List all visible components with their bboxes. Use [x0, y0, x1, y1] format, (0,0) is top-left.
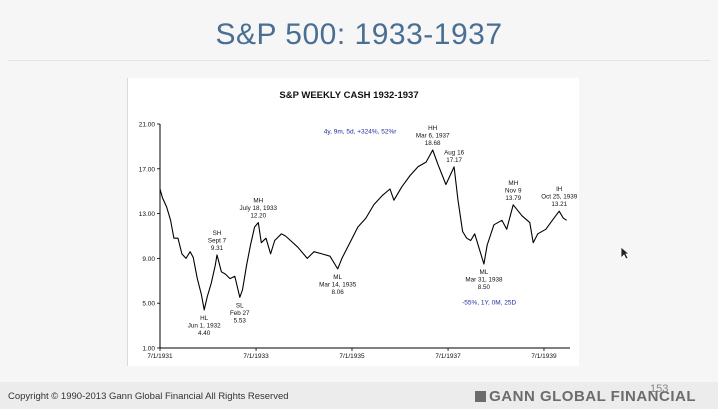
pivot-label: 17.17: [446, 157, 462, 164]
y-axis-ticks: 21.00 17.00 13.00 9.00 5.00 1.00: [139, 122, 160, 353]
copyright-text: Copyright © 1990-2013 Gann Global Financ…: [8, 391, 289, 402]
y-tick-label: 1.00: [142, 346, 155, 353]
y-tick-label: 5.00: [142, 301, 155, 308]
title-divider: [8, 60, 710, 61]
y-tick-label: 21.00: [139, 122, 156, 129]
x-tick-label: 7/1/1939: [531, 353, 557, 360]
page-number: 153: [650, 383, 669, 395]
range-note: -55%, 1Y, 0M, 25D: [462, 299, 516, 306]
panel-edge: [127, 78, 128, 366]
y-tick-label: 17.00: [139, 166, 156, 173]
x-tick-label: 7/1/1933: [243, 353, 269, 360]
pivot-label: HL: [200, 315, 209, 322]
pivot-label: July 18, 1933: [240, 205, 278, 212]
brand-name: GANN GLOBAL FINANCIAL: [489, 388, 696, 405]
pivot-label: HH: [428, 125, 438, 132]
slide-title: S&P 500: 1933-1937: [215, 18, 503, 51]
pivot-label: 5.53: [234, 317, 247, 324]
x-tick-label: 7/1/1931: [147, 353, 173, 360]
pivot-label: 4.40: [198, 330, 211, 337]
series-layer: [159, 149, 567, 311]
pivot-label: Nov 9: [505, 187, 522, 194]
chart-panel: [127, 78, 579, 366]
pivot-label: 9.31: [211, 245, 224, 252]
brand-mark-icon: [475, 391, 487, 402]
pivot-label: Aug 16: [444, 149, 464, 156]
pivot-label: 18.68: [425, 140, 441, 147]
pivot-label: Jun 1, 1932: [188, 322, 221, 329]
pivot-label: Mar 6, 1937: [416, 132, 450, 139]
pivot-label: Sept 7: [208, 237, 227, 244]
price-series-line: [159, 149, 567, 311]
chart-title: S&P WEEKLY CASH 1932-1937: [279, 90, 418, 101]
x-tick-label: 7/1/1937: [435, 353, 461, 360]
pivot-label: 8.50: [478, 284, 491, 291]
mouse-pointer-icon: [620, 246, 630, 260]
pivot-label: Mar 14, 1935: [319, 281, 357, 288]
pivot-label: IH: [556, 186, 563, 193]
note-layer: 4y, 9m, 5d, +324%, 52%r -55%, 1Y, 0M, 25D: [324, 129, 517, 307]
pivot-label: 13.21: [551, 201, 567, 208]
x-axis-ticks: 7/1/1931 7/1/1933 7/1/1935 7/1/1937 7/1/1939: [147, 348, 557, 360]
pivot-label: MH: [508, 180, 518, 187]
y-tick-label: 9.00: [142, 256, 155, 263]
pivot-label: 13.79: [505, 195, 521, 202]
pivot-label: Mar 31, 1938: [465, 277, 503, 284]
footer-bar: [0, 382, 718, 409]
chart-axes: [159, 124, 570, 349]
range-note: 4y, 9m, 5d, +324%, 52%r: [324, 129, 398, 136]
pivot-label: 12.20: [250, 213, 266, 220]
pivot-label: MH: [253, 198, 263, 205]
x-tick-label: 7/1/1935: [339, 353, 365, 360]
brand-logo: GANN GLOBAL FINANCIAL: [475, 388, 696, 405]
pivot-label: Feb 27: [230, 310, 250, 317]
pivot-label: 8.06: [332, 289, 345, 296]
pivot-label: Oct 25, 1939: [541, 194, 578, 201]
y-tick-label: 13.00: [139, 211, 156, 218]
pivot-label: ML: [333, 274, 342, 281]
pivot-label: ML: [480, 269, 489, 276]
pivot-label: SH: [213, 230, 222, 237]
pivot-label: SL: [236, 302, 244, 309]
